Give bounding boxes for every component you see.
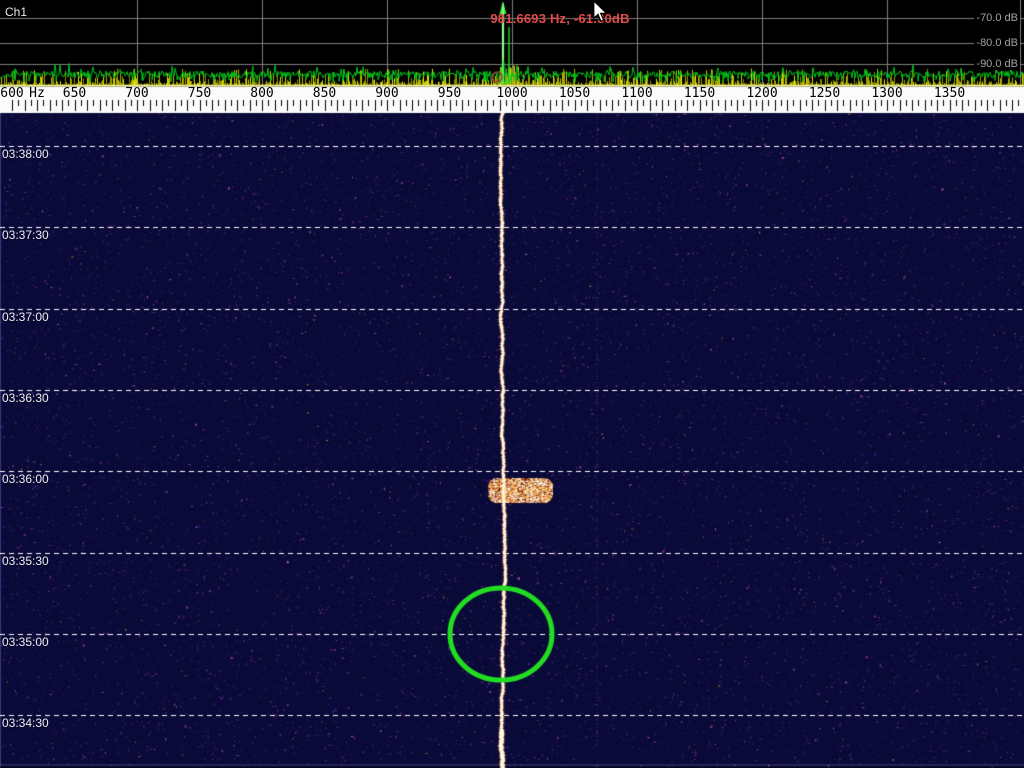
frequency-label: 1100 xyxy=(621,86,653,101)
frequency-label: 700 xyxy=(125,86,149,101)
frequency-label: 750 xyxy=(187,86,212,101)
time-label: 03:36:30 xyxy=(2,390,49,405)
frequency-label: 1000 xyxy=(496,86,528,101)
time-label: 03:36:00 xyxy=(2,472,49,487)
frequency-label: 950 xyxy=(437,86,462,101)
db-axis-label: -90.0 dB xyxy=(974,58,1020,70)
frequency-label: 600 xyxy=(0,86,24,101)
frequency-label: 1350 xyxy=(933,86,966,101)
frequency-label: 1300 xyxy=(871,86,903,101)
time-label: 03:35:30 xyxy=(2,553,49,568)
frequency-label: 850 xyxy=(312,86,337,101)
frequency-unit-label: Hz xyxy=(29,86,45,101)
frequency-label: 1250 xyxy=(808,86,841,101)
mouse-cursor xyxy=(593,0,608,22)
time-label: 03:37:30 xyxy=(2,228,49,243)
frequency-label: 1150 xyxy=(683,86,716,101)
channel-label: Ch1 xyxy=(5,5,28,19)
time-label: 03:34:30 xyxy=(2,716,49,731)
frequency-label: 650 xyxy=(62,86,87,101)
frequency-label: 1050 xyxy=(558,86,591,101)
db-axis-label: -70.0 dB xyxy=(974,12,1020,24)
db-axis-label: -80.0 dB xyxy=(974,37,1020,49)
frequency-label: 900 xyxy=(375,86,399,101)
time-label: 03:37:00 xyxy=(2,309,49,324)
frequency-label: 800 xyxy=(250,86,274,101)
time-label: 03:35:00 xyxy=(2,634,49,649)
time-label: 03:38:00 xyxy=(2,147,49,161)
peak-readout: 981.6693 Hz, -61.30dB xyxy=(490,11,630,26)
frequency-label: 1200 xyxy=(746,86,778,101)
